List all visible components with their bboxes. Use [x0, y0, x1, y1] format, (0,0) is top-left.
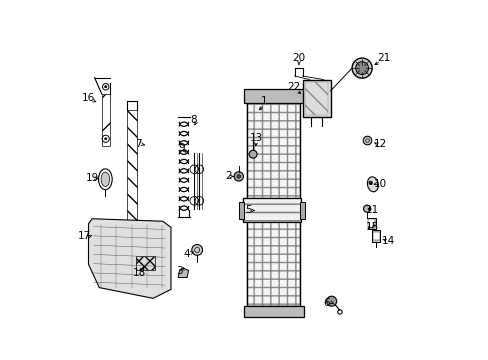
- Text: 15: 15: [366, 222, 379, 231]
- Bar: [302, 80, 330, 117]
- Text: 1: 1: [261, 96, 267, 106]
- Bar: [243, 198, 301, 222]
- Text: 22: 22: [287, 82, 300, 93]
- Text: 7: 7: [135, 139, 142, 149]
- Circle shape: [351, 58, 371, 78]
- Ellipse shape: [99, 169, 112, 190]
- Text: 8: 8: [190, 115, 197, 125]
- Bar: [136, 256, 155, 270]
- Text: 21: 21: [376, 53, 389, 63]
- Bar: [372, 231, 379, 240]
- Ellipse shape: [366, 177, 378, 192]
- Bar: [367, 218, 375, 229]
- Bar: [300, 202, 304, 219]
- Text: 19: 19: [85, 173, 99, 183]
- Bar: [239, 202, 244, 219]
- Circle shape: [355, 62, 368, 75]
- Text: 6: 6: [323, 298, 329, 308]
- Text: 20: 20: [292, 53, 305, 63]
- Bar: [244, 89, 304, 103]
- Bar: [247, 101, 300, 306]
- Text: 17: 17: [78, 231, 91, 240]
- Bar: [102, 94, 109, 146]
- Circle shape: [326, 296, 336, 306]
- Text: 16: 16: [81, 93, 95, 103]
- Bar: [247, 101, 300, 306]
- Circle shape: [104, 86, 106, 88]
- Bar: [367, 220, 375, 228]
- Text: 3: 3: [176, 266, 183, 276]
- Text: 18: 18: [133, 267, 146, 278]
- Circle shape: [363, 205, 370, 212]
- Bar: [371, 230, 380, 242]
- Polygon shape: [178, 268, 188, 278]
- Circle shape: [104, 138, 106, 140]
- Bar: [244, 306, 304, 317]
- Text: 10: 10: [373, 179, 386, 189]
- Text: 13: 13: [249, 133, 263, 143]
- Ellipse shape: [101, 172, 109, 186]
- Bar: [243, 198, 301, 222]
- Text: 14: 14: [381, 236, 394, 246]
- Circle shape: [234, 172, 243, 181]
- Text: 5: 5: [244, 206, 251, 216]
- Polygon shape: [88, 219, 171, 298]
- Text: 2: 2: [224, 171, 231, 181]
- Bar: [304, 82, 328, 115]
- Text: 12: 12: [373, 139, 386, 149]
- Bar: [126, 110, 137, 225]
- Circle shape: [368, 181, 372, 185]
- Text: 9: 9: [178, 143, 184, 153]
- Circle shape: [191, 244, 202, 255]
- Text: 4: 4: [183, 248, 190, 258]
- Circle shape: [363, 136, 371, 145]
- Circle shape: [249, 150, 257, 158]
- Circle shape: [237, 175, 240, 178]
- Text: 11: 11: [366, 206, 379, 216]
